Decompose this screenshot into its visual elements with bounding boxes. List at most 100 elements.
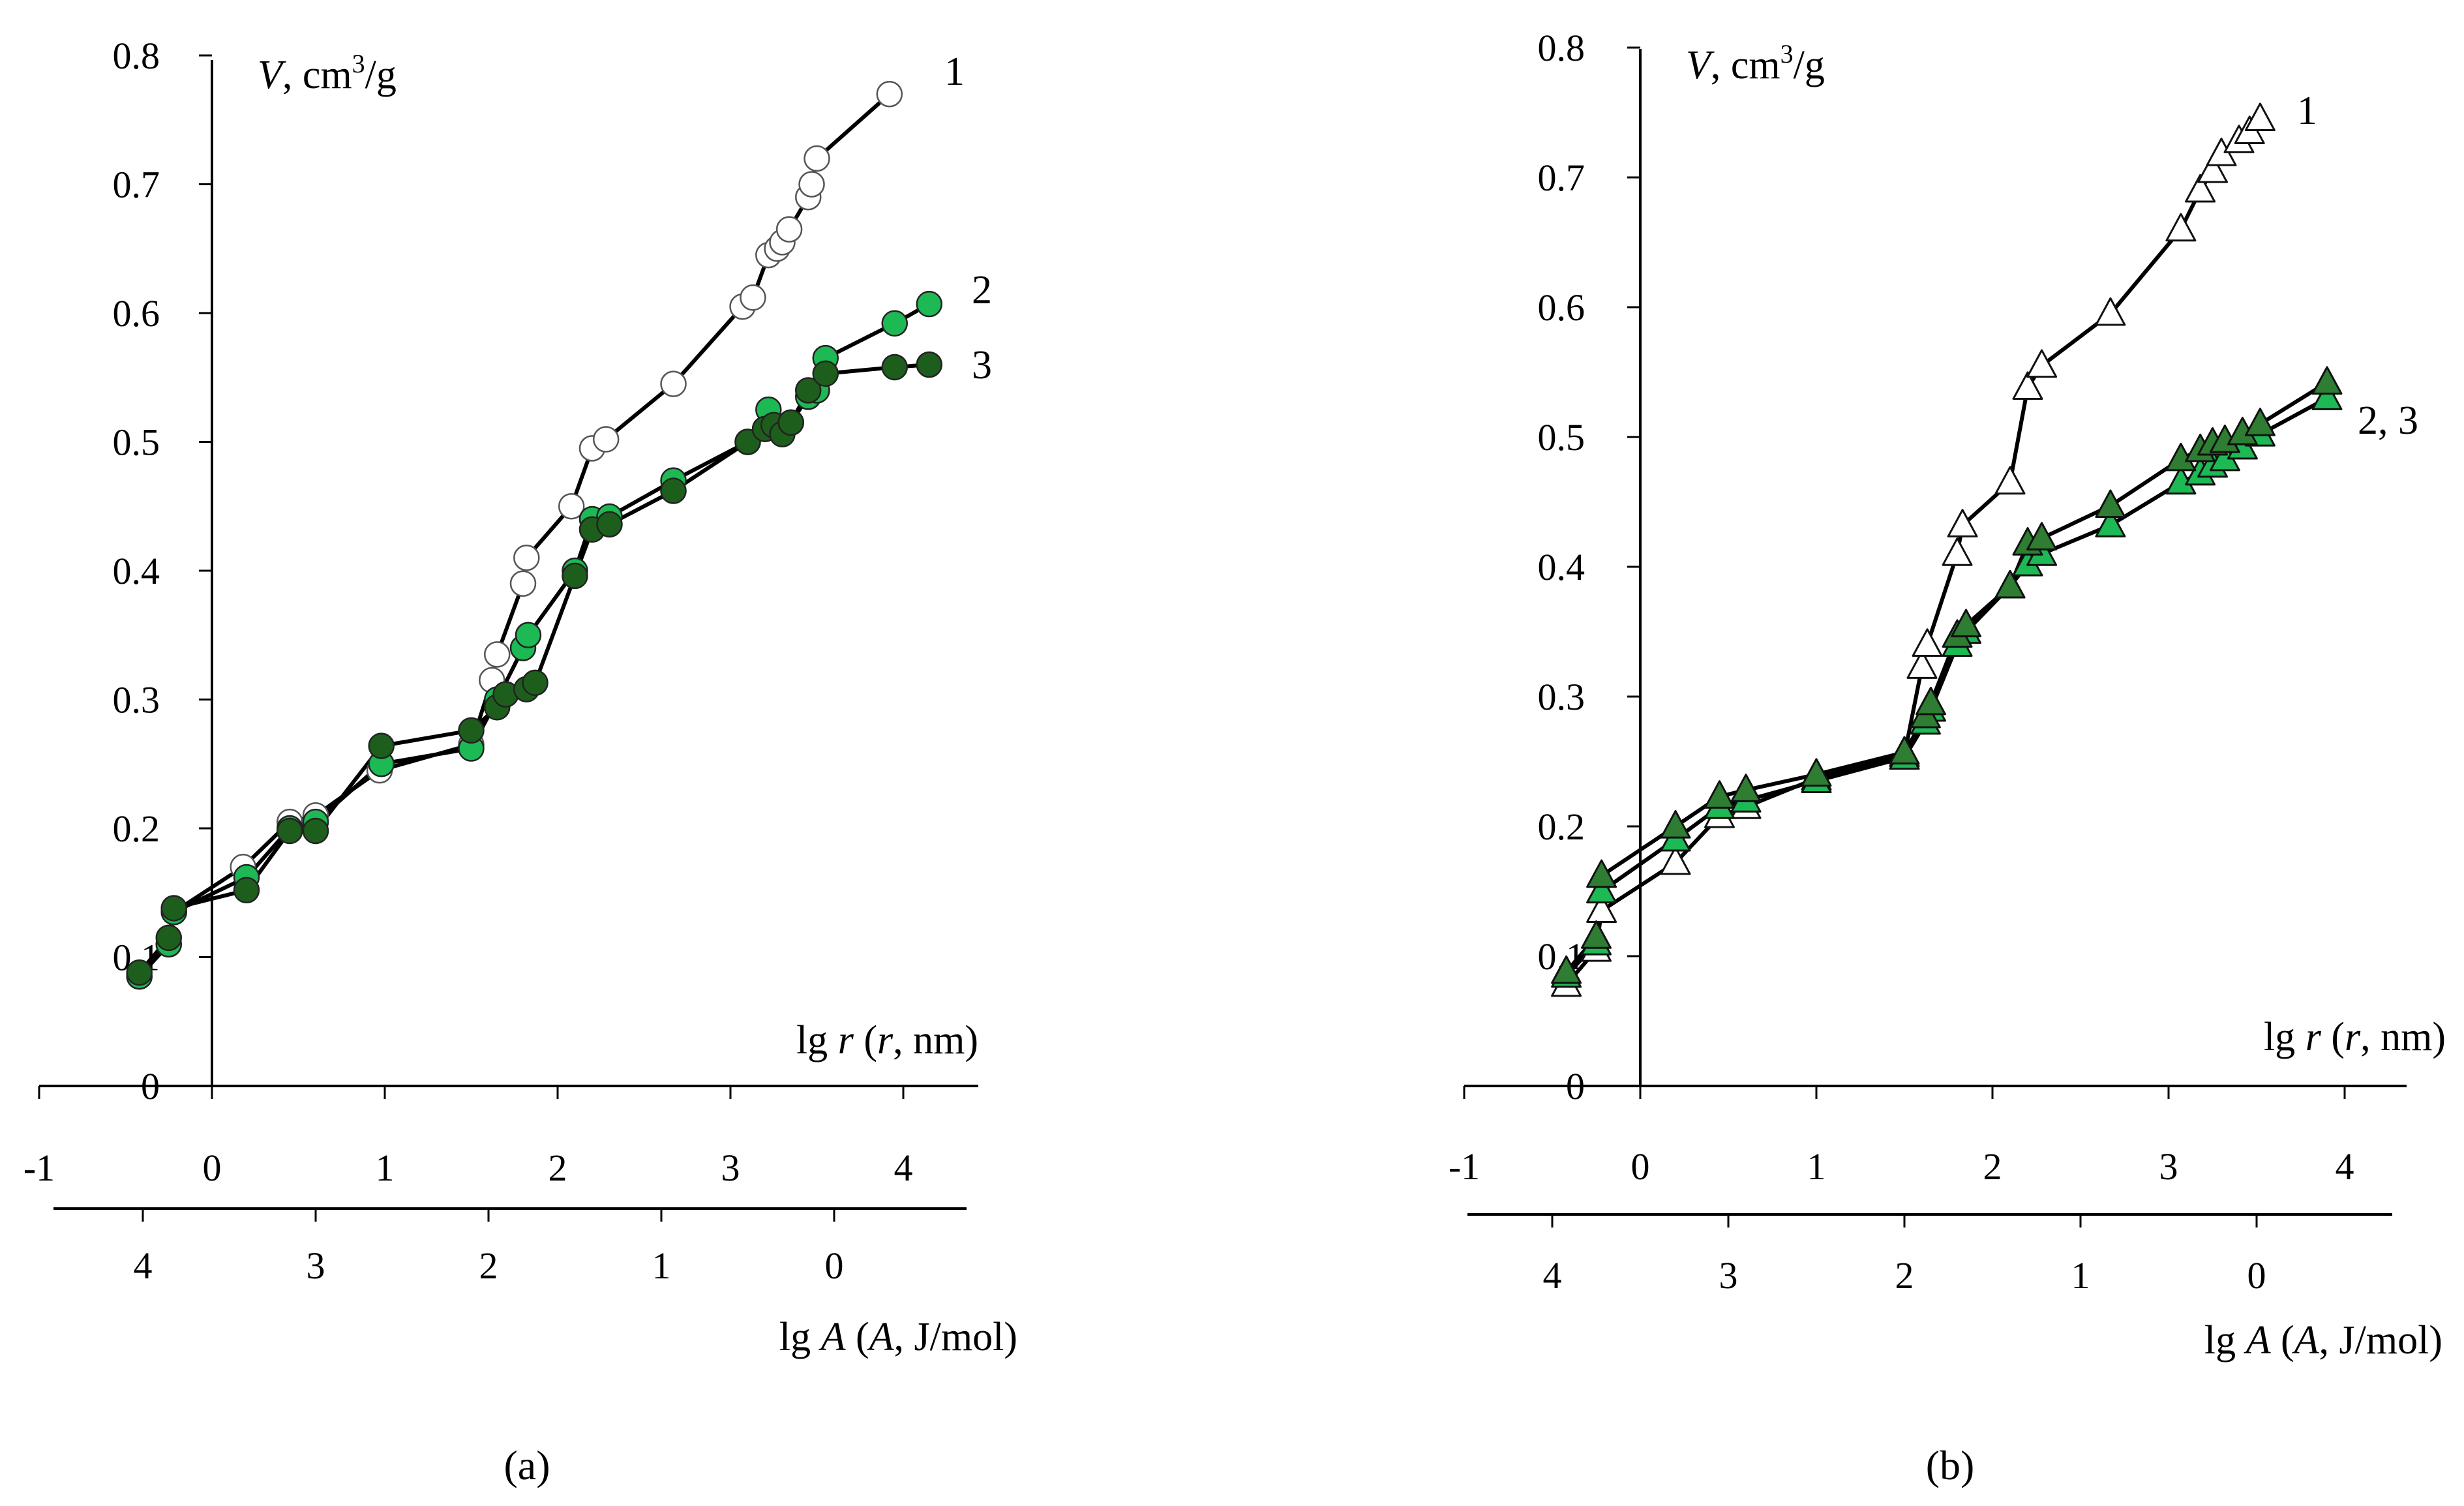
x2-tick-label-b: 3 [1719, 1254, 1738, 1297]
data-point-a-3 [302, 817, 329, 845]
data-point-b-3 [2311, 366, 2343, 395]
data-point-a-3 [916, 351, 942, 378]
x-axis-title-b: lg r (r, nm) [2264, 1015, 2446, 1059]
y-tick-label-a: 0.6 [113, 292, 160, 335]
series-label-a-3: 3 [972, 343, 992, 387]
data-point-b-3 [1951, 609, 1981, 638]
series-label-b-1: 1 [2297, 89, 2317, 133]
x-tick-label-a: -1 [23, 1147, 55, 1189]
data-point-a-3 [881, 354, 908, 381]
data-point-a-1 [558, 493, 585, 520]
axes-a: -1 0 1 2 3 400.10.20.30.40.50.60.70.84 3 2 1 0 [23, 35, 978, 1287]
series-layer-a: 1 2 3 [126, 50, 992, 990]
data-point-a-1 [660, 370, 687, 397]
y-axis-title-b: V, cm3/g [1686, 39, 1825, 87]
data-point-b-3 [1889, 736, 1920, 765]
x2-tick-label-a: 4 [134, 1244, 153, 1287]
x-tick-label-a: 1 [376, 1147, 395, 1189]
x-tick-label-a: 4 [894, 1147, 913, 1189]
data-point-b-1 [2095, 297, 2126, 326]
data-point-b-3 [2095, 489, 2126, 519]
data-point-b-3 [1551, 955, 1582, 984]
data-point-b-1 [2026, 349, 2058, 378]
data-point-a-1 [484, 641, 511, 668]
series-label-a-2: 2 [972, 268, 992, 312]
data-point-a-1 [804, 145, 830, 172]
x2-tick-label-b: 0 [2247, 1254, 2266, 1297]
y-tick-label-a: 0.5 [113, 421, 160, 464]
y-tick-label-a: 0.2 [113, 807, 160, 850]
data-point-a-3 [126, 959, 153, 986]
x2-tick-label-b: 4 [1543, 1254, 1562, 1297]
x2-tick-label-b: 1 [2071, 1254, 2090, 1297]
data-point-b-3 [2244, 408, 2276, 436]
data-point-b-1 [1586, 894, 1617, 923]
data-point-b-3 [1581, 920, 1612, 949]
data-point-a-1 [798, 171, 825, 198]
data-point-a-2 [515, 622, 542, 648]
x-tick-label-a: 0 [203, 1147, 222, 1189]
x-axis-title-a: lg r (r, nm) [796, 1018, 978, 1062]
y-tick-label-b: 0.8 [1538, 27, 1585, 69]
y-tick-label-a: 0.4 [113, 550, 160, 592]
data-point-a-3 [777, 409, 804, 436]
data-point-a-1 [513, 545, 540, 571]
data-point-b-2 [2095, 509, 2126, 537]
data-point-a-3 [522, 669, 548, 697]
data-point-b-3 [1704, 780, 1735, 809]
y-tick-label-a: 0.8 [113, 35, 160, 77]
y-tick-label-a: 0.3 [113, 679, 160, 721]
data-point-b-1 [2012, 371, 2043, 400]
data-point-b-3 [1801, 758, 1832, 787]
data-point-a-3 [155, 924, 182, 952]
data-point-a-1 [775, 216, 803, 243]
y-tick-label-b: 0.2 [1538, 806, 1585, 848]
data-point-b-2 [1586, 875, 1617, 904]
chart-panel-b: -1 0 1 2 3 400.10.20.30.40.50.60.70.84 3 2 1 0 12… [1449, 27, 2446, 1488]
data-point-a-3 [458, 717, 485, 744]
data-point-b-1 [2165, 213, 2197, 242]
series-label-a-1: 1 [944, 50, 965, 94]
data-point-a-3 [277, 817, 303, 845]
x2-tick-label-a: 1 [652, 1244, 671, 1287]
data-point-b-1 [1994, 466, 2026, 495]
x2-tick-label-a: 2 [479, 1244, 498, 1287]
y-tick-label-b: 0.5 [1538, 416, 1585, 459]
data-point-b-1 [2244, 102, 2276, 132]
x-tick-label-a: 2 [548, 1147, 567, 1189]
data-point-a-3 [812, 360, 839, 387]
y-tick-label-b: 0.6 [1538, 286, 1585, 329]
x2-axis-title-a: lg A (A, J/mol) [779, 1315, 1017, 1359]
data-point-a-3 [233, 877, 260, 904]
y-tick-label-b: 0.3 [1538, 676, 1585, 718]
data-point-b-3 [1660, 809, 1691, 839]
x-tick-label-b: 1 [1807, 1145, 1826, 1188]
series-layer-b: 1 2, 3 [1551, 89, 2418, 997]
axes-b: -1 0 1 2 3 400.10.20.30.40.50.60.70.84 3 2 1 0 [1449, 27, 2407, 1297]
data-point-a-1 [876, 81, 903, 108]
x-tick-label-b: -1 [1449, 1145, 1480, 1188]
data-point-b-1 [1906, 650, 1938, 679]
data-point-b-3 [1916, 686, 1946, 715]
data-point-b-2 [2311, 382, 2343, 410]
data-point-a-2 [881, 310, 908, 337]
data-point-a-3 [795, 377, 822, 404]
data-point-a-3 [160, 895, 187, 922]
x-tick-label-b: 3 [2159, 1145, 2178, 1188]
data-point-b-1 [2185, 173, 2216, 203]
data-point-a-1 [592, 426, 620, 453]
panel-label-b: (b) [1926, 1442, 1975, 1488]
data-point-b-1 [2197, 154, 2228, 183]
data-point-b-3 [2026, 522, 2058, 550]
data-point-a-3 [562, 562, 588, 590]
data-point-b-3 [1994, 569, 2026, 599]
x-tick-label-a: 3 [721, 1147, 740, 1189]
data-point-a-3 [596, 511, 623, 538]
y-tick-label-b: 0 [1566, 1065, 1585, 1107]
x2-tick-label-a: 0 [825, 1244, 844, 1287]
y-tick-label-b: 0.4 [1538, 546, 1585, 588]
x-tick-label-b: 4 [2336, 1145, 2354, 1188]
data-point-b-1 [1942, 537, 1973, 566]
data-point-a-2 [916, 290, 942, 318]
